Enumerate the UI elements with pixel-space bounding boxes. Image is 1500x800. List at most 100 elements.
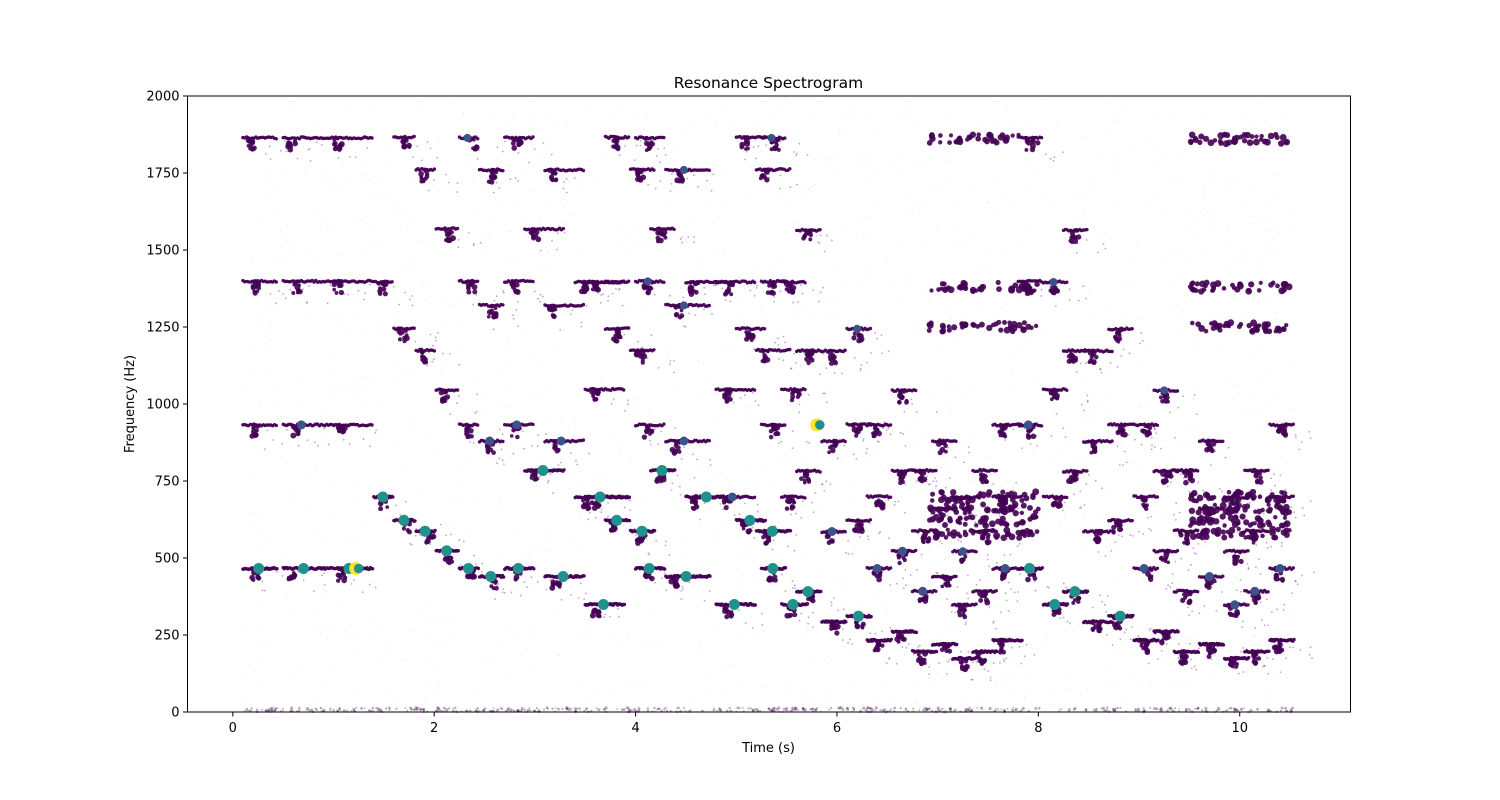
noise-point <box>1278 397 1280 400</box>
noise-point <box>1059 526 1061 528</box>
noise-point <box>454 635 456 637</box>
noise-point <box>943 655 945 658</box>
noise-point <box>422 708 425 711</box>
noise-point <box>437 618 439 620</box>
spectral-peak <box>291 291 296 295</box>
noise-point <box>1166 709 1169 712</box>
spectral-peak <box>808 441 810 444</box>
noise-point <box>800 192 802 194</box>
noise-point <box>715 710 718 712</box>
noise-point <box>1071 439 1073 441</box>
noise-point <box>1234 383 1236 385</box>
noise-point <box>864 369 866 372</box>
noise-point <box>630 180 633 182</box>
noise-point <box>431 549 434 551</box>
spectral-peak <box>793 151 795 153</box>
noise-point <box>873 134 875 136</box>
noise-point <box>1084 514 1086 516</box>
noise-point <box>632 422 634 424</box>
spectral-peak <box>668 578 675 585</box>
spectral-peak <box>551 581 557 587</box>
noise-point <box>597 708 601 712</box>
noise-point <box>1271 708 1273 711</box>
noise-point <box>246 700 249 702</box>
noise-point <box>1247 189 1249 191</box>
noise-point <box>269 191 271 193</box>
spectral-peak <box>274 423 278 428</box>
noise-point <box>1209 175 1211 177</box>
noise-point <box>803 309 805 311</box>
noise-point <box>627 708 630 711</box>
noise-point <box>527 98 530 100</box>
noise-point <box>912 707 915 710</box>
noise-point <box>379 708 382 711</box>
noise-point <box>363 707 366 710</box>
spectral-peak <box>724 299 727 301</box>
spectral-peak <box>475 410 478 413</box>
spectral-peak <box>712 173 715 176</box>
noise-point <box>1278 707 1280 709</box>
spectral-peak <box>340 424 346 430</box>
noise-point <box>914 701 916 703</box>
noise-point <box>690 709 692 712</box>
spectral-peak <box>502 290 504 292</box>
noise-point <box>438 691 440 693</box>
spectral-peak <box>790 367 793 370</box>
noise-point <box>801 706 805 710</box>
noise-point <box>853 709 856 711</box>
spectral-peak <box>788 167 792 171</box>
spectral-peak <box>472 289 478 295</box>
noise-point <box>898 169 900 171</box>
noise-point <box>357 141 360 143</box>
noise-point <box>1105 599 1107 601</box>
noise-point <box>353 708 355 711</box>
noise-point <box>587 697 589 700</box>
noise-point <box>1166 512 1168 514</box>
noise-point <box>1095 707 1098 711</box>
spectral-peak <box>556 178 558 181</box>
noise-point <box>1179 96 1181 98</box>
noise-point <box>442 706 446 710</box>
noise-point <box>541 155 543 157</box>
noise-point <box>664 706 667 709</box>
spectral-peak <box>622 602 627 607</box>
noise-point <box>921 247 923 249</box>
noise-point <box>1203 190 1205 192</box>
noise-point <box>1120 419 1122 422</box>
spectral-peak <box>593 396 599 402</box>
noise-point <box>1174 707 1177 710</box>
spectral-peak <box>472 137 476 142</box>
noise-point <box>987 202 989 204</box>
spectral-peak <box>414 534 417 537</box>
spectral-peak <box>580 325 583 328</box>
spectral-peak <box>783 566 788 570</box>
spectral-peak <box>607 515 609 518</box>
spectral-peak <box>627 495 632 499</box>
spectral-peak <box>707 168 711 172</box>
spectral-peak <box>268 145 271 148</box>
noise-point <box>329 707 332 710</box>
spectral-peak <box>800 516 803 519</box>
noise-point <box>860 218 862 220</box>
spectral-peak <box>780 440 783 443</box>
spectral-peak <box>724 288 731 295</box>
spectral-peak <box>627 279 631 283</box>
noise-point <box>684 709 687 712</box>
spectral-peak <box>752 146 755 148</box>
noise-point <box>360 401 362 403</box>
noise-point <box>530 397 533 399</box>
noise-point <box>1187 708 1191 711</box>
noise-point <box>336 296 338 298</box>
spectral-peak <box>334 290 339 295</box>
noise-point <box>961 391 963 393</box>
spectral-peak <box>512 317 515 320</box>
noise-point <box>698 482 700 485</box>
spectral-peak <box>784 497 791 504</box>
spectral-peak <box>528 161 530 164</box>
noise-point <box>324 628 326 630</box>
spectral-peak <box>597 291 600 294</box>
spectral-peak <box>485 449 490 454</box>
noise-point <box>960 631 962 633</box>
noise-point <box>369 224 371 226</box>
spectral-peak <box>588 452 590 455</box>
